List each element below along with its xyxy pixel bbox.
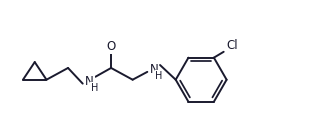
Text: O: O [107,40,116,53]
Text: Cl: Cl [226,39,238,52]
Text: H: H [91,82,98,93]
Text: N: N [150,63,158,76]
Text: N: N [85,75,94,88]
Text: H: H [156,71,163,81]
